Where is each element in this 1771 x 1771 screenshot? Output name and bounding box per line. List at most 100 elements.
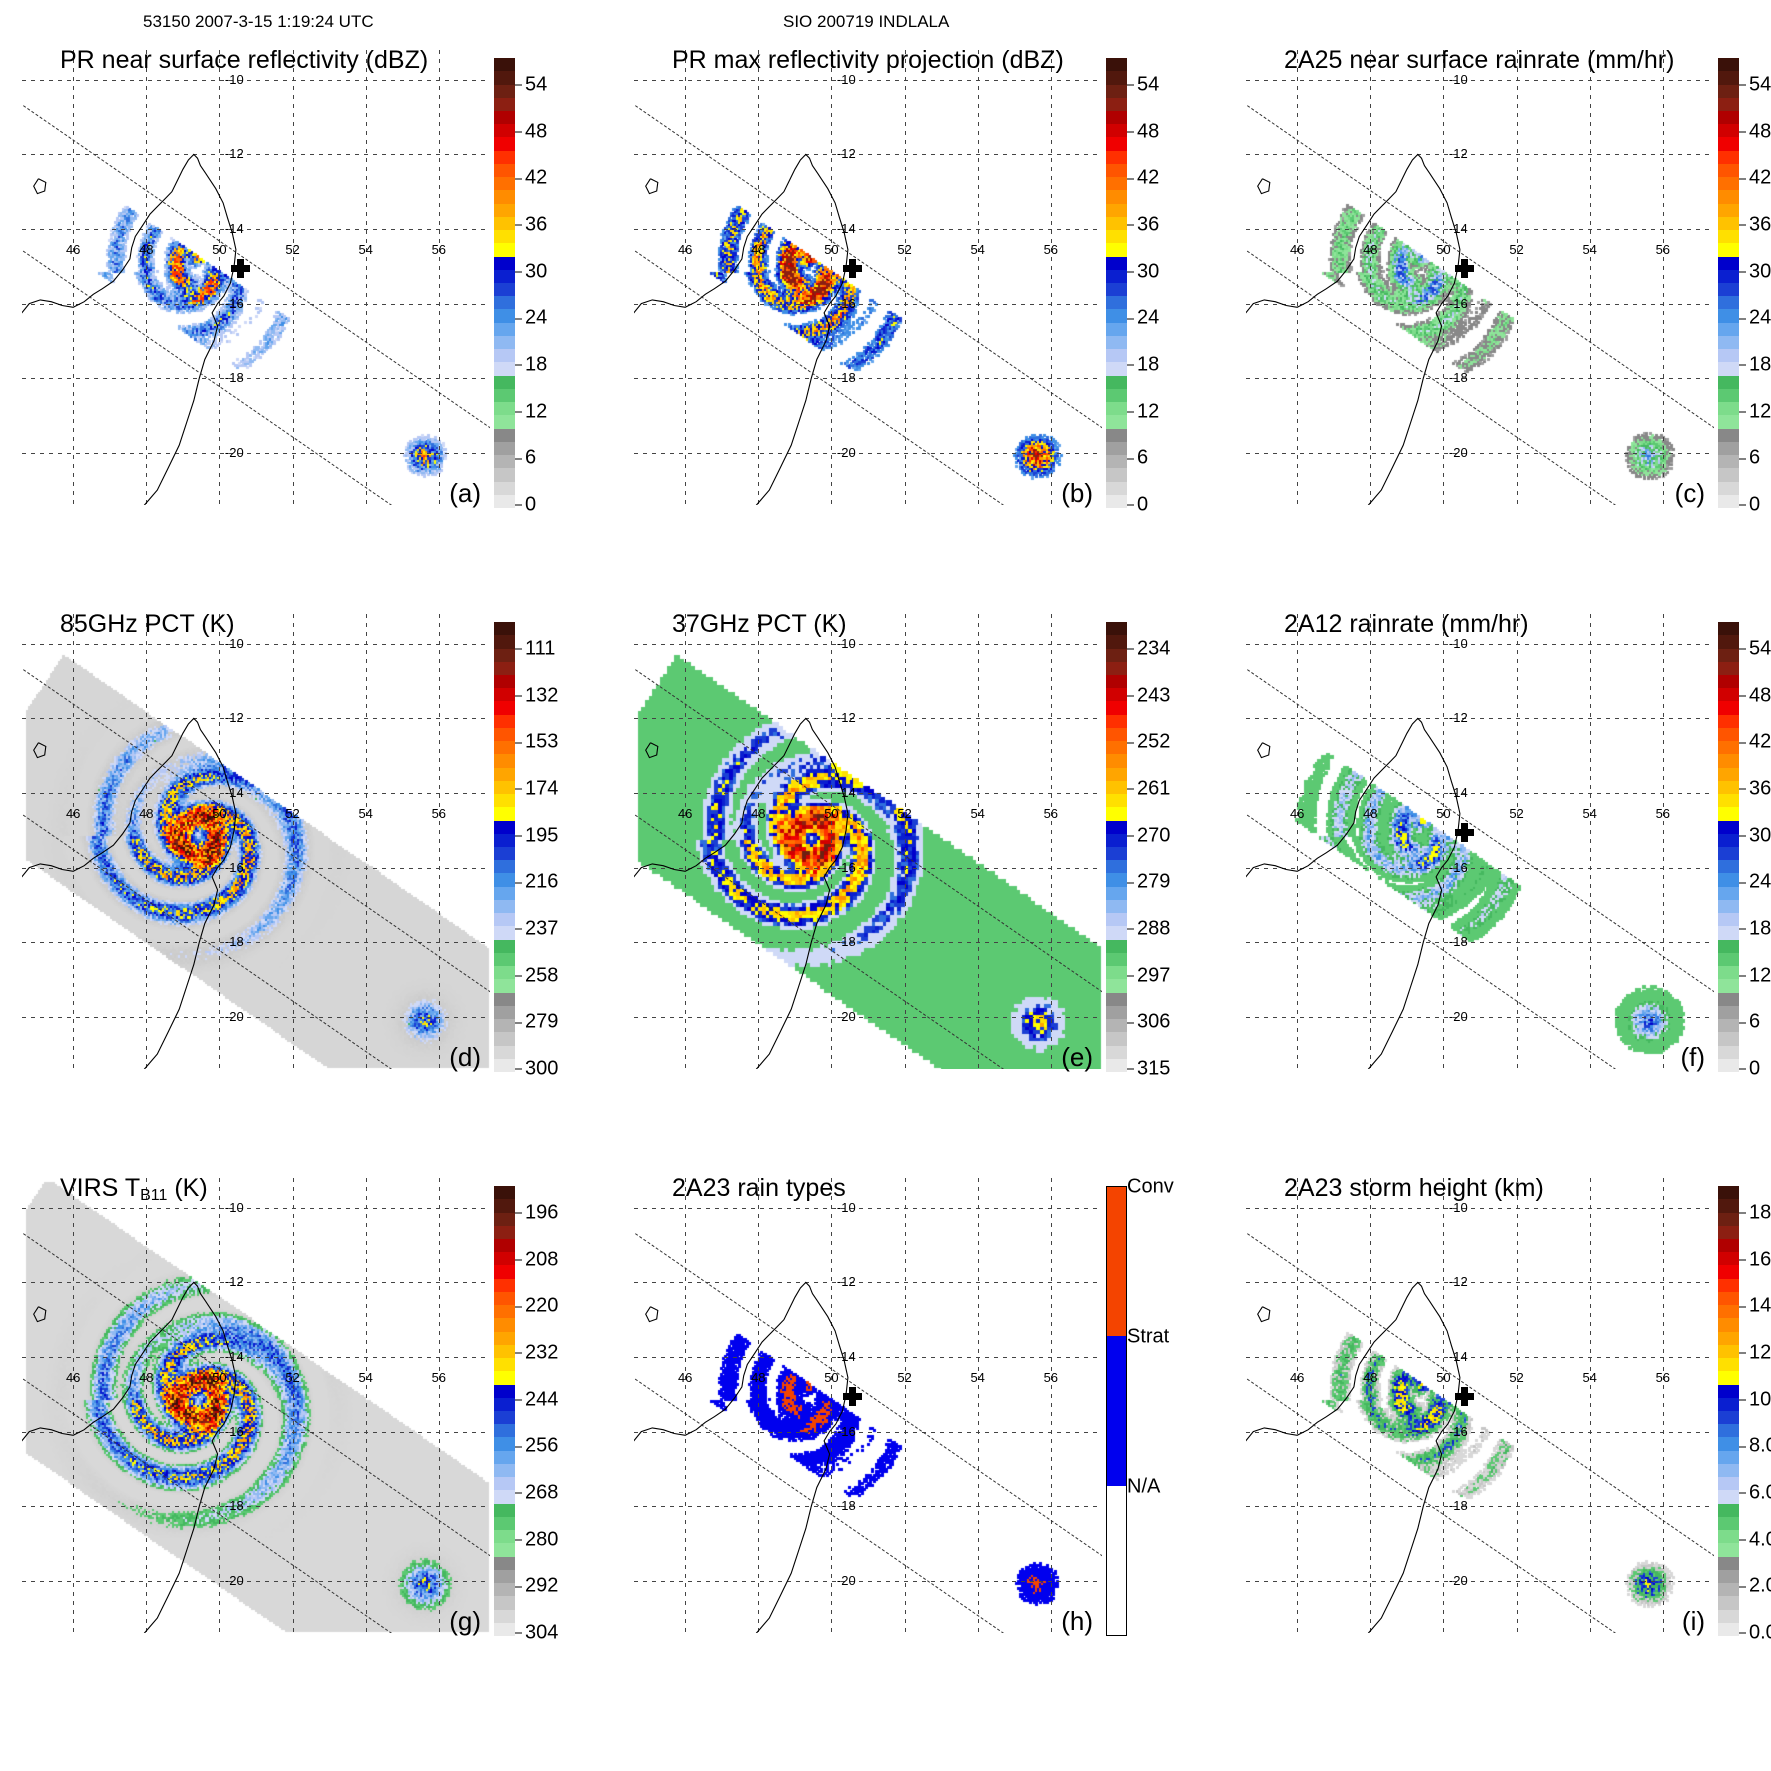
- panel-title-subscript: B11: [140, 1187, 168, 1204]
- colorbar-swatch: [1106, 873, 1127, 887]
- lon-tick-label: 48: [751, 806, 766, 822]
- colorbar-swatch: [494, 1331, 515, 1345]
- colorbar-tick: 12.0: [1739, 1342, 1771, 1365]
- colorbar-swatch: [494, 780, 515, 795]
- lat-gridline: [634, 793, 1102, 795]
- colorbar-swatch: [1718, 137, 1739, 151]
- colorbar-swatch: [1106, 794, 1127, 808]
- colorbar-gradient: [1718, 1186, 1739, 1636]
- lat-gridline: [634, 643, 1102, 645]
- colorbar-swatch: [1718, 84, 1739, 98]
- lon-gridline: [1370, 50, 1372, 505]
- lon-tick-label: 56: [1043, 806, 1059, 822]
- colorbar-tick-mark: [515, 835, 522, 837]
- colorbar-swatch: [1718, 269, 1739, 284]
- colorbar-swatch: [494, 833, 515, 848]
- colorbar-tick: 18: [1739, 918, 1771, 941]
- colorbar-tick: 315: [1127, 1058, 1170, 1081]
- colorbar-swatch: [494, 966, 515, 980]
- colorbar: 111 132 153 174 195 216 237 258 279 300: [494, 622, 572, 1080]
- lon-gridline: [219, 1178, 221, 1633]
- colorbar-tick: 252: [1127, 731, 1170, 754]
- colorbar-tick-value: 252: [1137, 730, 1171, 753]
- colorbar-swatch: [494, 216, 515, 231]
- lat-gridline: [634, 1207, 1102, 1209]
- colorbar-swatch: [1718, 1569, 1739, 1584]
- colorbar-swatch: [1718, 886, 1739, 900]
- colorbar-tick: 30: [515, 260, 547, 283]
- lat-tick-label: -10: [836, 71, 856, 87]
- colorbar-tick-value: 12: [1749, 964, 1771, 987]
- panel-title: 2A23 storm height (km): [1284, 1174, 1544, 1202]
- lat-gridline: [634, 942, 1102, 944]
- colorbar-tick: 220: [515, 1295, 558, 1318]
- colorbar-swatch: [1718, 375, 1739, 389]
- lat-gridline: [634, 378, 1102, 380]
- lat-tick-label: -20: [1448, 444, 1468, 460]
- colorbar-swatch: [1718, 820, 1739, 834]
- lon-gridline: [1297, 50, 1299, 505]
- colorbar-tick-value: 174: [525, 777, 559, 800]
- lon-tick-label: 54: [970, 1370, 985, 1386]
- colorbar-swatch: [1718, 1291, 1739, 1306]
- colorbar-categorical-swatches: [1106, 1186, 1127, 1636]
- colorbar-tick: 30: [1739, 824, 1771, 847]
- colorbar-swatch: [1718, 979, 1739, 993]
- lon-tick-label: 52: [897, 242, 912, 258]
- colorbar-swatch: [1106, 375, 1127, 389]
- colorbar-tick: 279: [1127, 871, 1170, 894]
- colorbar-tick: 300: [515, 1058, 558, 1081]
- lat-gridline: [634, 1282, 1102, 1284]
- lon-tick-label: 48: [751, 1370, 766, 1386]
- colorbar-tick-mark: [1739, 1586, 1746, 1588]
- colorbar-tick: 18: [1127, 354, 1159, 377]
- colorbar-tick-value: 36: [1749, 213, 1771, 236]
- colorbar-swatch: [1106, 952, 1127, 967]
- panel-f: 46 48 50 52 54 56 -10 -12 -14 -16 -18 -20 2A12 rainr…: [1246, 582, 1771, 1080]
- data-layer-canvas: [634, 50, 1102, 505]
- lon-tick-label: 46: [677, 806, 693, 822]
- colorbar-swatch: [494, 243, 515, 257]
- panel-title: 2A25 near surface rainrate (mm/hr): [1284, 46, 1675, 74]
- lat-tick-label: -20: [224, 444, 244, 460]
- colorbar-tick: 48: [515, 120, 547, 143]
- lon-gridline: [685, 614, 687, 1069]
- colorbar-swatch: [1718, 230, 1739, 244]
- colorbar-tick-value: 306: [1137, 1010, 1171, 1033]
- colorbar-tick-value: 243: [1137, 684, 1171, 707]
- colorbar-tick-mark: [515, 224, 522, 226]
- colorbar-swatch: [1106, 177, 1127, 191]
- colorbar-swatch: [1718, 1371, 1739, 1385]
- colorbar-swatch: [1718, 1503, 1739, 1517]
- colorbar-swatch: [1718, 150, 1739, 164]
- colorbar-tick-mark: [515, 1352, 522, 1354]
- colorbar-swatch: [1718, 441, 1739, 456]
- colorbar-swatch: [1106, 388, 1127, 403]
- lon-gridline: [73, 614, 75, 1069]
- lat-gridline: [22, 718, 490, 720]
- map-area: 46 48 50 52 54 56 -10 -12 -14 -16 -18 -20: [634, 50, 1102, 505]
- lat-gridline: [1246, 303, 1714, 305]
- colorbar-tick-mark: [1739, 504, 1746, 506]
- colorbar-tick: 292: [515, 1575, 558, 1598]
- lon-gridline: [831, 50, 833, 505]
- colorbar-swatch: [1106, 428, 1127, 442]
- colorbar-tick-labels: 196 208 220 232 244 256 268 280 292 304: [515, 1186, 573, 1644]
- lat-tick-label: -16: [1448, 295, 1468, 311]
- header-run-id: 53150 2007-3-15 1:19:24 UTC: [143, 12, 374, 31]
- colorbar-tick-mark: [515, 788, 522, 790]
- colorbar-tick-mark: [1739, 928, 1746, 930]
- colorbar-tick: 304: [515, 1622, 558, 1645]
- colorbar-swatch: [494, 1371, 515, 1385]
- colorbar-tick: 0: [1739, 494, 1760, 517]
- colorbar-tick-value: 48: [1749, 120, 1771, 143]
- lat-gridline: [1246, 793, 1714, 795]
- colorbar-swatch: [494, 455, 515, 469]
- lat-tick-label: -12: [1448, 146, 1468, 162]
- panel-h: 46 48 50 52 54 56 -10 -12 -14 -16 -18 -20 2A23 rain …: [634, 1146, 1174, 1643]
- colorbar-swatch: [494, 481, 515, 495]
- lat-tick-label: -14: [1448, 221, 1468, 237]
- colorbar-tick: 2.0: [1739, 1575, 1771, 1598]
- colorbar-tick-mark: [1739, 84, 1746, 86]
